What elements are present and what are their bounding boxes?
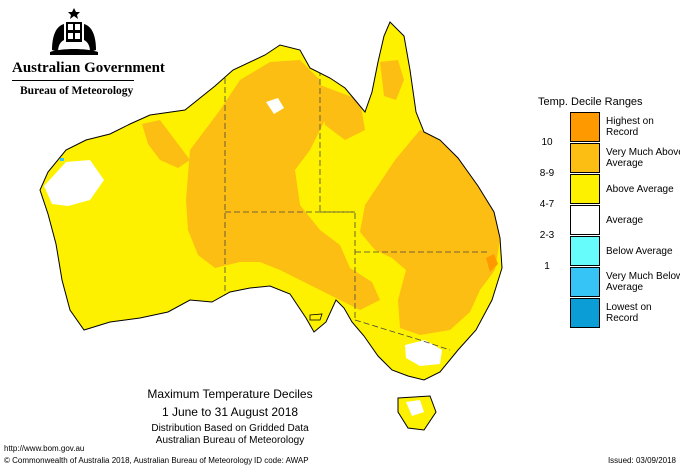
legend-label: Average: [606, 214, 644, 226]
sa-nsw-border: [320, 211, 356, 320]
coat-of-arms-icon: [50, 8, 98, 55]
nsw-record-high-region: [486, 254, 498, 272]
government-logo: Australian Government Bureau of Meteorol…: [8, 6, 165, 101]
australia-decile-map: [39, 21, 503, 431]
legend-item: Very Much Below Average: [528, 267, 680, 297]
legend-label: Above Average: [606, 183, 674, 195]
legend-label: Very Much Below Average: [606, 271, 680, 293]
legend-label: Highest on Record: [606, 116, 654, 138]
agency-title: Bureau of Meteorology: [20, 85, 134, 97]
legend-label: Lowest on Record: [606, 302, 652, 324]
west-average-region: [44, 160, 104, 206]
website-url[interactable]: http://www.bom.gov.au: [4, 444, 85, 453]
legend-swatch: [570, 112, 600, 142]
legend-swatch: [570, 267, 600, 297]
legend-item: Lowest on Record: [528, 298, 678, 328]
tasmania-average-region: [406, 400, 424, 416]
legend-swatch: [570, 174, 600, 204]
legend-item: Highest on Record: [528, 112, 678, 142]
legend-item: Very Much Above Average: [528, 143, 680, 173]
government-title: Australian Government: [12, 60, 165, 76]
legend-label: Below Average: [606, 245, 673, 257]
victoria-average-region: [405, 340, 442, 366]
copyright: © Commonwealth of Australia 2018, Austra…: [4, 456, 253, 465]
map-period: 1 June to 31 August 2018: [161, 405, 299, 419]
kimberley-very-much-above-region: [142, 120, 190, 168]
map-source: Australian Bureau of Meteorology: [155, 435, 305, 446]
legend-tick-label: 1: [544, 261, 550, 272]
legend-swatch: [570, 143, 600, 173]
cape-very-much-above-region: [380, 60, 404, 100]
legend-tick-label: 4-7: [539, 199, 555, 210]
legend-swatch: [570, 298, 600, 328]
kangaroo-island: [309, 313, 323, 321]
state-borders: [224, 60, 490, 351]
legend-tick-label: 10: [541, 137, 553, 148]
island-below-average: [60, 158, 64, 161]
logo-divider: [12, 80, 134, 81]
east-very-much-above-region: [360, 130, 500, 335]
nt-average-region: [266, 98, 284, 114]
legend-label: Very Much Above Average: [606, 147, 680, 169]
legend-title: Temp. Decile Ranges: [538, 96, 643, 108]
map-title: Maximum Temperature Deciles: [147, 387, 313, 401]
central-very-much-above-region: [186, 60, 380, 310]
legend-swatch: [570, 205, 600, 235]
sa-coast-average-region: [344, 340, 372, 368]
issued-date: Issued: 03/09/2018: [607, 456, 676, 465]
legend-item: Average: [528, 205, 678, 235]
map-title-block: Maximum Temperature Deciles 1 June to 31…: [130, 386, 330, 447]
legend-item: Above Average: [528, 174, 678, 204]
map-distribution: Distribution Based on Gridded Data: [151, 423, 309, 434]
legend-tick-label: 2-3: [539, 230, 555, 241]
legend-swatch: [570, 236, 600, 266]
legend-tick-label: 8-9: [539, 168, 555, 179]
legend-item: Below Average: [528, 236, 678, 266]
id-code: ID code: AWAP: [254, 456, 309, 465]
nsw-vic-border: [354, 319, 451, 351]
